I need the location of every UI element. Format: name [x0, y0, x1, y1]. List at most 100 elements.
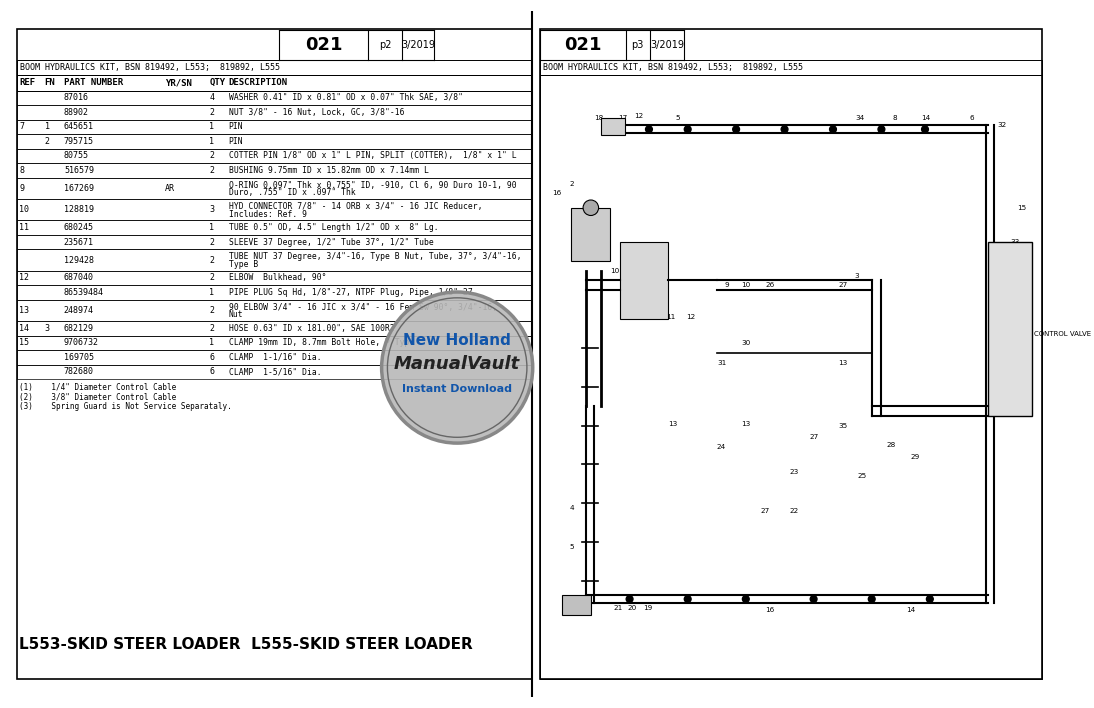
Text: 795715: 795715	[63, 137, 94, 146]
Bar	[540, 59, 1043, 75]
Text: ELBOW  Bulkhead, 90°: ELBOW Bulkhead, 90°	[229, 273, 326, 282]
Bar	[18, 365, 532, 379]
Bar	[18, 28, 532, 680]
Text: SLEEVE 37 Degree, 1/2" Tube 37°, 1/2" Tube: SLEEVE 37 Degree, 1/2" Tube 37°, 1/2" Tu…	[229, 238, 433, 246]
Text: 680245: 680245	[63, 223, 94, 232]
Text: 5: 5	[569, 544, 573, 549]
Text: WASHER 0.41" ID x 0.81" OD x 0.07" Thk SAE, 3/8": WASHER 0.41" ID x 0.81" OD x 0.07" Thk S…	[229, 93, 463, 103]
Text: PIPE PLUG Sq Hd, 1/8"-27, NTPF Plug, Pipe, 1/8"-27: PIPE PLUG Sq Hd, 1/8"-27, NTPF Plug, Pip…	[229, 288, 473, 297]
Bar	[18, 134, 532, 149]
Text: 4: 4	[209, 93, 214, 103]
Text: 13: 13	[668, 421, 678, 427]
Text: (3)    Spring Guard is Not Service Separataly.: (3) Spring Guard is Not Service Separata…	[20, 402, 232, 411]
Text: 235671: 235671	[63, 238, 94, 246]
Text: p2: p2	[379, 40, 392, 50]
Text: DESCRIPTION: DESCRIPTION	[229, 79, 288, 87]
Circle shape	[685, 126, 691, 132]
Text: 6: 6	[209, 367, 214, 377]
Text: 6: 6	[209, 353, 214, 362]
Text: 169705: 169705	[63, 353, 94, 362]
Text: New Holland: New Holland	[404, 333, 511, 348]
Text: 18: 18	[594, 115, 603, 120]
Text: NUT 3/8" - 16 Nut, Lock, GC, 3/8"-16: NUT 3/8" - 16 Nut, Lock, GC, 3/8"-16	[229, 108, 404, 117]
Circle shape	[869, 595, 875, 603]
Bar	[18, 220, 532, 235]
Text: REF: REF	[20, 79, 35, 87]
Circle shape	[626, 595, 633, 603]
Text: 2: 2	[209, 238, 214, 246]
Text: 10: 10	[741, 282, 750, 288]
Text: 20: 20	[628, 605, 637, 611]
Text: YR/SN: YR/SN	[165, 79, 191, 87]
Bar	[18, 75, 532, 91]
Text: 13: 13	[20, 306, 30, 315]
Circle shape	[829, 126, 837, 132]
Bar	[601, 118, 625, 135]
Text: COTTER PIN 1/8" OD x 1" L PIN, SPLIT (COTTER),  1/8" x 1" L: COTTER PIN 1/8" OD x 1" L PIN, SPLIT (CO…	[229, 152, 516, 161]
Bar	[18, 91, 532, 105]
Text: 1: 1	[209, 223, 214, 232]
Text: 5: 5	[676, 115, 680, 120]
Text: 17: 17	[618, 115, 628, 120]
Text: 1: 1	[209, 137, 214, 146]
Text: 27: 27	[838, 282, 847, 288]
Text: 14: 14	[921, 115, 931, 120]
Text: 31: 31	[717, 360, 726, 366]
Text: 23: 23	[790, 469, 799, 475]
Bar	[18, 59, 532, 75]
Text: 2: 2	[209, 108, 214, 117]
Text: 682129: 682129	[63, 324, 94, 333]
Text: 35: 35	[838, 423, 847, 428]
Text: 9: 9	[20, 184, 24, 193]
Text: 12: 12	[633, 113, 643, 119]
Text: 021: 021	[305, 36, 342, 54]
Text: AR: AR	[165, 184, 175, 193]
Text: CONTROL VALVE: CONTROL VALVE	[1035, 331, 1092, 337]
Text: 4: 4	[569, 505, 573, 511]
Text: 88902: 88902	[63, 108, 89, 117]
Text: 3: 3	[209, 205, 214, 215]
Text: 3/2019: 3/2019	[650, 40, 684, 50]
Text: HYD CONNECTOR 7/8" - 14 ORB x 3/4" - 16 JIC Reducer,: HYD CONNECTOR 7/8" - 14 ORB x 3/4" - 16 …	[229, 202, 482, 211]
Text: 687040: 687040	[63, 273, 94, 282]
Text: 13: 13	[741, 421, 750, 427]
Text: 2: 2	[209, 306, 214, 315]
Text: 1: 1	[209, 288, 214, 297]
Text: p3: p3	[631, 40, 644, 50]
Text: 8: 8	[20, 166, 24, 175]
Text: 782680: 782680	[63, 367, 94, 377]
Circle shape	[811, 595, 817, 603]
Text: Nut: Nut	[229, 310, 243, 319]
Circle shape	[781, 126, 788, 132]
Text: O-RING 0.097" Thk x 0.755" ID, -910, Cl 6, 90 Duro 10-1, 90: O-RING 0.097" Thk x 0.755" ID, -910, Cl …	[229, 181, 516, 190]
Text: 34: 34	[856, 115, 864, 120]
Bar	[18, 321, 532, 336]
Text: L553-SKID STEER LOADER  L555-SKID STEER LOADER: L553-SKID STEER LOADER L555-SKID STEER L…	[20, 637, 473, 652]
Bar	[18, 336, 532, 350]
Text: 80755: 80755	[63, 152, 89, 161]
Text: 2: 2	[209, 324, 214, 333]
Text: 2: 2	[45, 137, 49, 146]
Text: 27: 27	[760, 508, 770, 514]
Bar	[18, 249, 532, 270]
Text: FN: FN	[45, 79, 56, 87]
Circle shape	[733, 126, 740, 132]
Text: 21: 21	[614, 605, 622, 611]
Text: 15: 15	[1017, 205, 1026, 211]
Text: 11: 11	[20, 223, 30, 232]
Text: 19: 19	[643, 605, 653, 611]
Bar	[18, 199, 532, 220]
Text: CLAMP 19mm ID, 8.7mm Bolt Hole, P Type: CLAMP 19mm ID, 8.7mm Bolt Hole, P Type	[229, 338, 414, 348]
Bar	[18, 163, 532, 178]
Text: 1: 1	[45, 122, 49, 132]
Text: TUBE 0.5" OD, 4.5" Length 1/2" OD x  8" Lg.: TUBE 0.5" OD, 4.5" Length 1/2" OD x 8" L…	[229, 223, 439, 232]
Bar	[988, 241, 1032, 416]
Text: 86539484: 86539484	[63, 288, 104, 297]
Bar	[18, 149, 532, 163]
Text: 9: 9	[633, 314, 638, 320]
Text: 1: 1	[209, 338, 214, 348]
Text: 2: 2	[209, 152, 214, 161]
Text: 15: 15	[20, 338, 30, 348]
Text: HOSE 0.63" ID x 181.00", SAE 100R2: HOSE 0.63" ID x 181.00", SAE 100R2	[229, 324, 394, 333]
Text: 87016: 87016	[63, 93, 89, 103]
